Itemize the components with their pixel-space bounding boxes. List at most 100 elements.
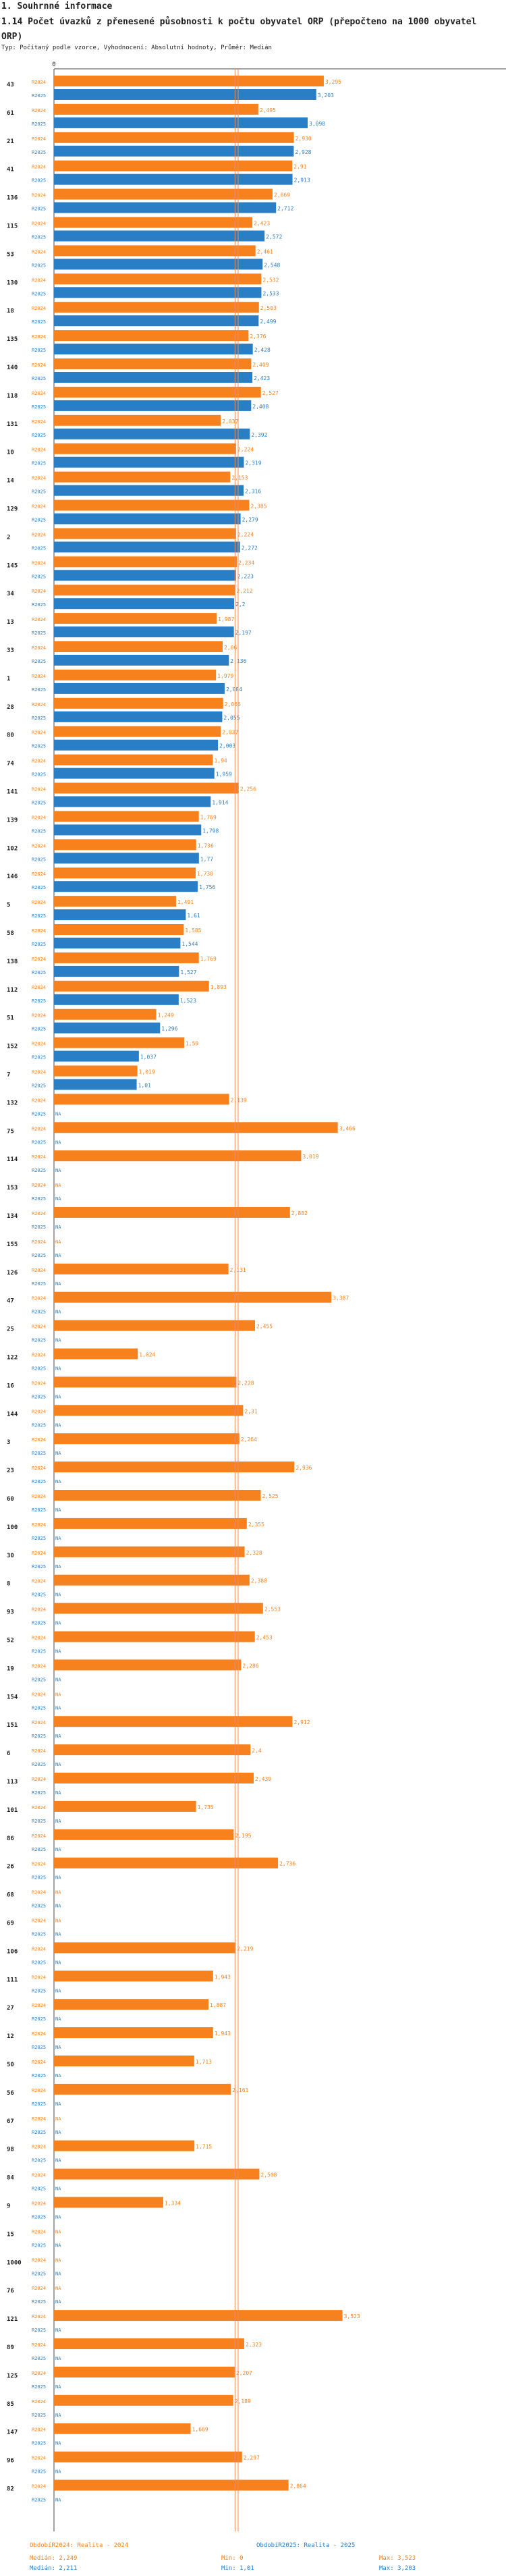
series-label: R2024 bbox=[32, 419, 46, 425]
na-label: NA bbox=[55, 1139, 61, 1145]
series-label: R2024 bbox=[32, 2003, 46, 2008]
series-label: R2024 bbox=[32, 2201, 46, 2207]
bar-v2024 bbox=[54, 1518, 247, 1529]
series-label: R2024 bbox=[32, 2229, 46, 2234]
series-label: R2024 bbox=[32, 2257, 46, 2263]
na-label: NA bbox=[55, 2215, 61, 2220]
data-label: 1,798 bbox=[202, 828, 219, 834]
row-label: 141 bbox=[7, 789, 18, 796]
bar-v2024 bbox=[54, 132, 294, 143]
series-label: R2024 bbox=[32, 1296, 46, 1302]
bar-v2024 bbox=[54, 528, 236, 539]
data-label: 2,928 bbox=[295, 149, 311, 155]
na-label: NA bbox=[55, 1890, 61, 1896]
row-label: 75 bbox=[7, 1128, 14, 1135]
series-label: R2025 bbox=[32, 1168, 46, 1173]
row-label: 58 bbox=[7, 930, 14, 937]
na-label: NA bbox=[55, 1692, 61, 1697]
series-label: R2025 bbox=[32, 1847, 46, 1852]
data-label: 2,084 bbox=[226, 687, 242, 693]
series-label: R2024 bbox=[32, 1862, 46, 1867]
series-label: R2025 bbox=[32, 545, 46, 551]
data-label: 2,376 bbox=[250, 333, 266, 340]
series-label: R2024 bbox=[32, 1833, 46, 1839]
series-label: R2025 bbox=[32, 2073, 46, 2078]
series-label: R2025 bbox=[32, 885, 46, 890]
row-label: 136 bbox=[7, 195, 18, 202]
data-label: 2,139 bbox=[231, 1097, 247, 1103]
bar-v2024 bbox=[54, 358, 252, 369]
max-2024-label: Max: 3,523 bbox=[379, 2555, 416, 2562]
series-label: R2025 bbox=[32, 1960, 46, 1965]
row-label: 152 bbox=[7, 1044, 18, 1050]
series-label: R2024 bbox=[32, 1636, 46, 1641]
bar-v2024 bbox=[54, 217, 253, 228]
series-label: R2024 bbox=[32, 1466, 46, 1471]
row-label: 43 bbox=[7, 82, 14, 88]
series-label: R2025 bbox=[32, 1139, 46, 1145]
series-label: R2024 bbox=[32, 1126, 46, 1131]
bar-v2024 bbox=[54, 245, 256, 257]
row-label: 100 bbox=[7, 1524, 18, 1531]
row-label: 56 bbox=[7, 2090, 14, 2097]
bar-v2024 bbox=[54, 414, 221, 426]
bar-v2025 bbox=[54, 1022, 161, 1034]
na-label: NA bbox=[55, 1536, 61, 1541]
series-label: R2025 bbox=[32, 2215, 46, 2220]
na-label: NA bbox=[55, 1310, 61, 1315]
series-label: R2024 bbox=[32, 277, 46, 283]
row-label: 147 bbox=[7, 2430, 18, 2436]
series-label: R2024 bbox=[32, 2399, 46, 2405]
bar-v2025 bbox=[54, 570, 236, 581]
series-label: R2025 bbox=[32, 150, 46, 155]
bar-v2024 bbox=[54, 76, 324, 86]
row-label: 51 bbox=[7, 1015, 14, 1022]
series-label: R2025 bbox=[32, 1055, 46, 1061]
bar-v2024 bbox=[54, 811, 199, 822]
series-label: R2024 bbox=[32, 2088, 46, 2093]
data-label: 2,392 bbox=[251, 432, 267, 438]
series-label: R2025 bbox=[32, 518, 46, 523]
bar-v2025 bbox=[54, 909, 186, 921]
series-label: R2025 bbox=[32, 716, 46, 721]
series-label: R2025 bbox=[32, 801, 46, 806]
bar-v2024 bbox=[54, 2310, 343, 2322]
series-label: R2025 bbox=[32, 1649, 46, 1655]
max-2025-label: Max: 3,203 bbox=[379, 2565, 416, 2572]
row-label: 33 bbox=[7, 647, 14, 654]
section-title: 1. Souhrnné informace bbox=[1, 1, 113, 11]
na-label: NA bbox=[55, 1904, 61, 1909]
data-label: 2,423 bbox=[254, 221, 270, 227]
series-label: R2024 bbox=[32, 1890, 46, 1896]
min-2024-label: Min: 0 bbox=[221, 2555, 244, 2562]
bar-v2025 bbox=[54, 513, 241, 525]
data-label: 2,455 bbox=[256, 1324, 273, 1330]
bar-v2024 bbox=[54, 782, 239, 794]
data-label: 1,769 bbox=[200, 814, 217, 820]
series-label: R2025 bbox=[32, 1932, 46, 1937]
na-label: NA bbox=[55, 2073, 61, 2078]
data-label: 1,585 bbox=[185, 928, 201, 934]
na-label: NA bbox=[55, 2257, 61, 2263]
data-label: 2,189 bbox=[235, 2398, 251, 2405]
data-label: 3,019 bbox=[302, 1154, 318, 1160]
row-label: 41 bbox=[7, 167, 14, 173]
bar-v2025 bbox=[54, 259, 263, 270]
data-label: 2,2 bbox=[235, 601, 246, 608]
data-label: 1,77 bbox=[200, 856, 213, 862]
row-label: 21 bbox=[7, 138, 14, 145]
bar-v2024 bbox=[54, 697, 223, 709]
data-label: 1,893 bbox=[210, 984, 227, 990]
row-label: 118 bbox=[7, 393, 18, 400]
series-label: R2024 bbox=[32, 1777, 46, 1782]
data-label: 1,730 bbox=[197, 871, 213, 877]
na-label: NA bbox=[55, 1253, 61, 1258]
bar-v2024 bbox=[54, 1376, 237, 1388]
bar-v2025 bbox=[54, 485, 244, 496]
na-label: NA bbox=[55, 1960, 61, 1965]
series-label: R2025 bbox=[32, 1253, 46, 1258]
series-label: R2024 bbox=[32, 787, 46, 793]
series-label: R2025 bbox=[32, 1507, 46, 1513]
series-label: R2024 bbox=[32, 985, 46, 990]
data-label: 2,055 bbox=[223, 715, 240, 721]
